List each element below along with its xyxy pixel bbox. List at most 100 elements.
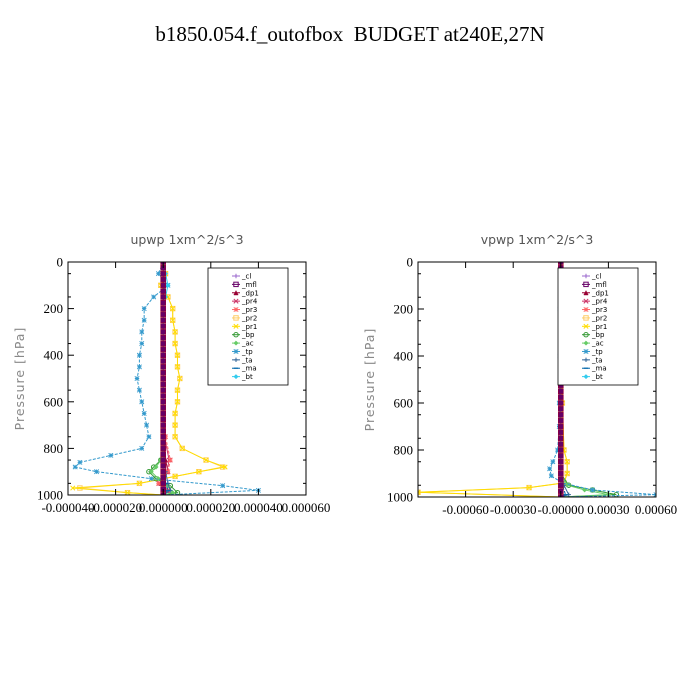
x-tick-label: 0.000000: [139, 500, 188, 515]
legend-marker: [233, 348, 239, 354]
legend-label: _pr4: [241, 298, 258, 306]
data-point-mfl-column: [160, 451, 166, 458]
legend: _cl_mfl_dp1_pr4_pr3_pr2_pr1_bp_ac_tp_ta_…: [207, 267, 289, 386]
data-point-pr1: [174, 364, 181, 370]
data-point-tp: [550, 459, 556, 465]
legend-marker: [583, 331, 589, 338]
data-point-mfl-column: [557, 470, 564, 477]
legend-label: _cl: [241, 273, 251, 281]
y-tick-label: 600: [44, 394, 64, 409]
panel-title: vpwp 1xm^2/s^3: [481, 232, 594, 247]
data-point-tp: [141, 306, 147, 312]
data-point-mfl-column: [160, 311, 166, 318]
data-point-pr1: [179, 445, 185, 451]
legend-label: _mfl: [591, 281, 607, 289]
data-point-mfl-column: [160, 340, 166, 347]
legend-marker: [583, 374, 589, 380]
data-point-pr1: [174, 352, 181, 358]
y-tick-label: 0: [407, 255, 414, 270]
legend-label: _pr3: [241, 306, 257, 314]
legend-label: _pr1: [241, 323, 257, 331]
data-point-tp: [134, 375, 140, 382]
y-axis-label: Pressure [hPa]: [12, 327, 27, 431]
data-point-mfl-column: [160, 323, 166, 329]
legend-label: _bt: [591, 373, 603, 381]
legend-marker: [583, 348, 589, 354]
legend-label: _bp: [591, 331, 605, 339]
data-point-tp: [136, 364, 142, 370]
data-point-mfl-column: [557, 441, 564, 447]
data-point-pr3: [155, 480, 161, 486]
data-point-mfl-column: [557, 406, 564, 412]
data-point-pr1: [172, 422, 178, 428]
legend-label: _ta: [591, 356, 603, 364]
data-point-pr1: [564, 470, 570, 477]
data-point-pr3: [167, 457, 173, 463]
data-point-tp: [548, 473, 554, 479]
data-point-pr3: [165, 469, 171, 475]
data-point-pr1: [203, 457, 209, 463]
legend-marker: [233, 281, 239, 288]
figure-title: b1850.054.f_outofbox BUDGET at240E,27N: [155, 22, 545, 46]
data-point-pr1: [174, 387, 181, 393]
legend-label: _cl: [591, 273, 601, 281]
data-point-pr1: [172, 329, 178, 335]
data-point-pr1: [172, 340, 178, 347]
data-point-bt: [165, 282, 171, 288]
panel-title: upwp 1xm^2/s^3: [130, 232, 243, 247]
data-point-pr1: [172, 434, 178, 440]
data-point-mfl-column: [160, 358, 166, 364]
legend-marker: [233, 315, 239, 321]
legend-box: [557, 267, 639, 386]
legend-label: _tp: [241, 348, 253, 356]
x-tick-label: 0.000040: [234, 500, 283, 515]
data-point-mfl-column: [160, 334, 166, 341]
data-point-mfl-column: [160, 480, 166, 487]
data-point-tp: [72, 464, 78, 470]
data-point-tp: [139, 329, 145, 335]
series-line-pr1: [72, 262, 227, 495]
data-point-mfl-column: [557, 464, 564, 471]
data-point-mfl-column: [160, 364, 166, 370]
data-point-pr1: [222, 464, 228, 470]
y-tick-label: 200: [44, 301, 64, 316]
data-point-mfl-column: [557, 429, 564, 436]
data-point-mfl-column: [160, 463, 166, 469]
y-tick-label: 200: [394, 302, 414, 317]
legend-label: _dp1: [241, 289, 259, 297]
data-point-mfl-column: [557, 458, 564, 465]
data-point-mfl-column: [160, 468, 166, 475]
legend-label: _pr2: [591, 314, 607, 322]
data-point-mfl-column: [557, 447, 564, 453]
data-point-mfl-column: [160, 445, 166, 452]
data-point-mfl-column: [160, 433, 166, 440]
data-point-ac: [148, 469, 154, 475]
data-point-pr1: [172, 473, 178, 479]
legend-label: _pr1: [591, 323, 607, 331]
legend-marker: [233, 331, 239, 338]
data-point-pr1: [564, 459, 570, 465]
data-point-pr1: [170, 306, 176, 312]
data-point-mfl-column: [160, 387, 166, 393]
x-tick-label: -0.000020: [89, 500, 142, 515]
data-point-mfl-column: [160, 416, 166, 423]
y-tick-label: 800: [44, 441, 64, 456]
legend: _cl_mfl_dp1_pr4_pr3_pr2_pr1_bp_ac_tp_ta_…: [557, 267, 639, 386]
data-point-pr1: [172, 410, 178, 417]
legend-marker: [583, 357, 589, 363]
legend-marker: [233, 374, 239, 380]
legend-label: _pr2: [241, 314, 257, 322]
legend-label: _ac: [591, 340, 604, 348]
series-line-pr2: [418, 262, 568, 497]
y-tick-label: 400: [394, 349, 414, 364]
y-tick-label: 600: [394, 396, 414, 411]
data-point-mfl-column: [557, 400, 564, 406]
legend-label: _dp1: [591, 289, 609, 297]
data-point-ac: [155, 476, 161, 482]
x-tick-label: -0.00030: [490, 502, 537, 517]
legend-label: _ma: [591, 365, 607, 373]
data-point-mfl-column: [160, 299, 166, 306]
legend-label: _pr4: [591, 298, 608, 306]
x-tick-label: 0.000020: [186, 500, 235, 515]
data-point-tp: [555, 447, 561, 453]
